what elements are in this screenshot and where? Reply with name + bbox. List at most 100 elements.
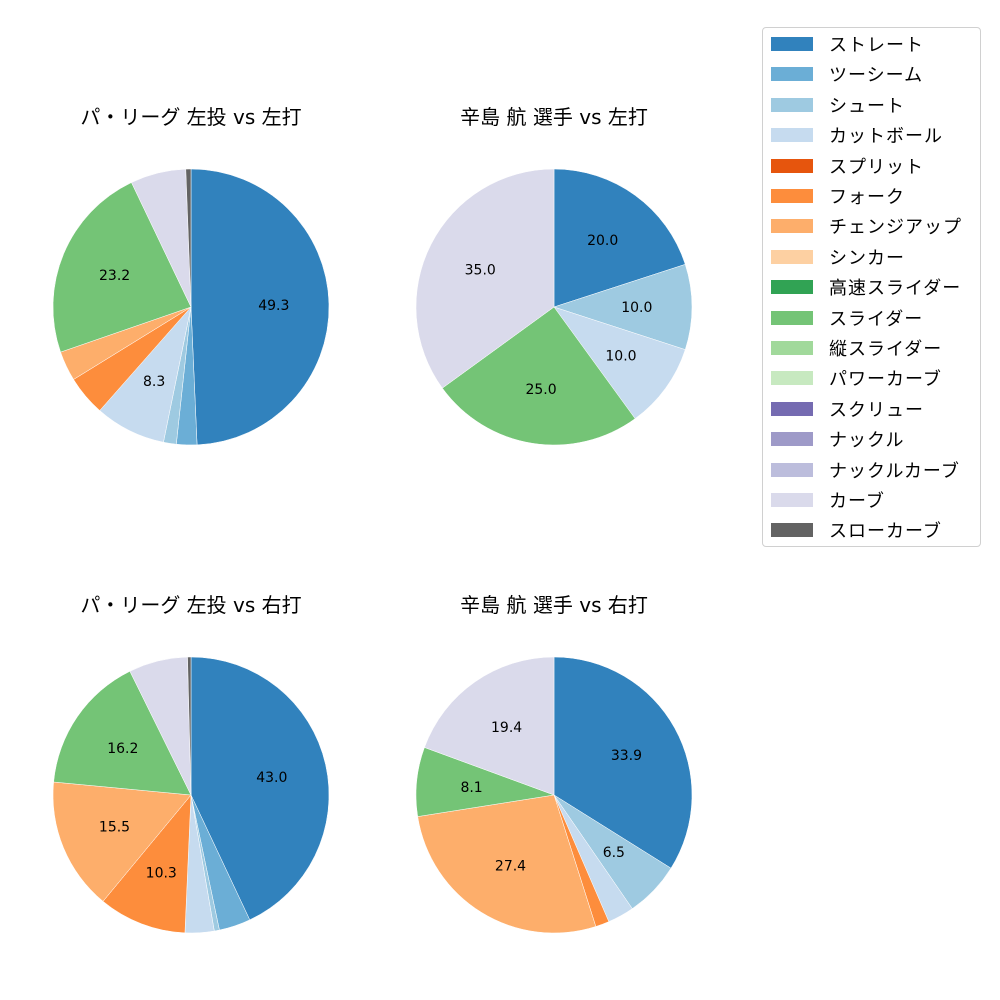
slice-value-label: 23.2 — [99, 268, 130, 284]
pie-slice — [52, 182, 192, 353]
pie-slice — [185, 168, 192, 308]
chart-title: パ・リーグ 左投 vs 右打 — [80, 593, 301, 617]
legend-label: カットボール — [829, 126, 943, 148]
pie-slice — [52, 781, 192, 902]
legend-item: ツーシーム — [771, 62, 923, 86]
slice-value-label: 10.3 — [146, 865, 177, 881]
legend-swatch — [771, 37, 813, 51]
pie-slice — [190, 168, 330, 446]
legend-swatch — [771, 462, 813, 477]
legend-label: スクリュー — [829, 399, 924, 421]
slice-value-label: 49.3 — [258, 298, 289, 314]
chart-title: 辛島 航 選手 vs 左打 — [460, 105, 648, 129]
pie-labels: 43.0 10.3 15.5 16.2 — [99, 741, 287, 881]
slice-value-label: 15.5 — [99, 820, 130, 836]
pie-chart-left-vs-left-pitcher: 辛島 航 選手 vs 左打 20.0 10.0 10.0 25.0 35.0 — [415, 105, 693, 446]
legend-label: パワーカーブ — [829, 369, 942, 391]
slice-value-label: 35.0 — [465, 262, 496, 278]
slice-value-label: 6.5 — [603, 845, 625, 861]
legend-swatch — [771, 401, 813, 416]
legend-swatch — [771, 97, 813, 112]
pie-slice — [553, 264, 693, 350]
slice-value-label: 43.0 — [256, 770, 287, 786]
pie-slice — [442, 306, 636, 446]
legend-item: シュート — [771, 93, 905, 117]
legend-swatch — [771, 493, 813, 507]
slice-value-label: 16.2 — [107, 741, 138, 757]
slice-value-label: 10.0 — [621, 300, 652, 316]
legend-label: ナックル — [829, 430, 905, 452]
chart-title: パ・リーグ 左投 vs 左打 — [80, 105, 301, 129]
legend-swatch — [771, 67, 813, 82]
legend-item: シンカー — [771, 245, 905, 269]
pie-chart-left-vs-right-pitcher: 辛島 航 選手 vs 右打 33.9 6.5 27.4 8.1 19.4 — [415, 593, 693, 934]
legend-item: カットボール — [771, 123, 943, 147]
legend-item: スローカーブ — [771, 518, 942, 542]
pie-slice — [553, 168, 686, 308]
pie-slice — [424, 656, 555, 796]
legend-swatch — [771, 158, 813, 173]
pie-labels: 49.3 8.3 23.2 — [99, 268, 289, 390]
pie-slices — [52, 656, 330, 934]
pie-slices — [415, 656, 693, 934]
pie-slices — [415, 168, 693, 446]
pie-slice — [553, 656, 693, 869]
legend-item: スライダー — [771, 306, 923, 330]
legend-item: スプリット — [771, 154, 924, 178]
legend-label: チェンジアップ — [829, 217, 962, 239]
legend-item: 高速スライダー — [771, 275, 961, 299]
slice-value-label: 20.0 — [587, 233, 618, 249]
legend-swatch — [771, 189, 813, 203]
legend-label: カーブ — [829, 491, 885, 512]
legend-label: 縦スライダー — [829, 339, 943, 360]
legend-swatch — [771, 310, 813, 325]
legend-item: フォーク — [771, 184, 905, 208]
legend-swatch — [771, 249, 813, 264]
legend-item: スクリュー — [771, 397, 924, 421]
legend-swatch — [771, 280, 813, 295]
legend-label: スプリット — [829, 156, 924, 178]
legend: ストレートツーシームシュートカットボール スプリットフォークチェンジアップ シンカー… — [762, 27, 981, 547]
legend-label: ツーシーム — [829, 65, 924, 87]
legend-label: 高速スライダー — [829, 278, 962, 300]
pie-slices — [52, 168, 330, 446]
slice-value-label: 8.3 — [143, 374, 165, 390]
legend-item: カーブ — [771, 488, 885, 512]
legend-swatch — [771, 128, 813, 143]
chart-title: 辛島 航 選手 vs 右打 — [460, 593, 648, 617]
pie-slice — [415, 168, 555, 389]
pie-slice — [102, 794, 192, 934]
legend-swatch — [771, 432, 813, 447]
legend-swatch — [771, 371, 813, 386]
pie-slice — [187, 656, 192, 796]
legend-label: シンカー — [829, 247, 905, 269]
legend-swatch — [771, 341, 813, 355]
pie-slice — [553, 306, 686, 419]
legend-item: 縦スライダー — [771, 336, 942, 360]
legend-item: ナックル — [771, 427, 904, 451]
slice-value-label: 27.4 — [495, 858, 526, 874]
slice-value-label: 33.9 — [611, 748, 642, 764]
legend-swatch — [771, 523, 813, 538]
legend-label: フォーク — [829, 187, 905, 208]
legend-label: ストレート — [829, 35, 924, 56]
pie-chart-left-vs-left-league: パ・リーグ 左投 vs 左打 49.3 8.3 23.2 — [52, 105, 330, 446]
pie-slice — [190, 656, 330, 921]
legend-label: ナックルカーブ — [829, 460, 960, 482]
pie-slice — [417, 794, 597, 934]
slice-value-label: 8.1 — [460, 780, 482, 796]
legend-label: シュート — [829, 95, 905, 117]
legend-item: ストレート — [771, 32, 924, 56]
slice-value-label: 19.4 — [491, 720, 522, 736]
pie-slice — [53, 670, 192, 796]
legend-item: パワーカーブ — [771, 366, 942, 390]
legend-label: スローカーブ — [829, 521, 942, 543]
pie-chart-left-vs-right-league: パ・リーグ 左投 vs 右打 43.0 10.3 15.5 16.2 — [52, 593, 330, 934]
slice-value-label: 25.0 — [525, 382, 556, 398]
legend-swatch — [771, 219, 813, 234]
slice-value-label: 10.0 — [605, 349, 636, 365]
pie-labels: 20.0 10.0 10.0 25.0 35.0 — [465, 233, 653, 398]
legend-item: チェンジアップ — [771, 214, 962, 238]
legend-label: スライダー — [829, 308, 924, 330]
